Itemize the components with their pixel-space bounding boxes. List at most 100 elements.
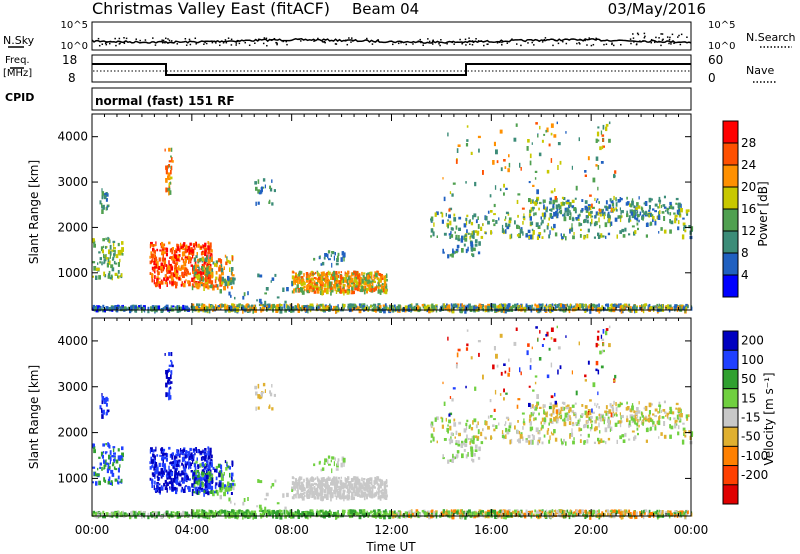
velocity-cell (192, 512, 195, 518)
velocity-cell (200, 487, 203, 490)
power-cell (380, 276, 384, 280)
power-cell (466, 139, 469, 142)
velocity-cell (179, 483, 182, 487)
noise-search-point (465, 44, 467, 46)
velocity-cell (154, 462, 158, 467)
velocity-cell (284, 514, 287, 519)
power-cell (525, 234, 529, 238)
power-cell (204, 257, 207, 261)
power-cell (456, 148, 459, 153)
velocity-cell (149, 449, 152, 454)
velocity-cell (218, 470, 221, 475)
power-cell (615, 197, 617, 202)
velocity-cell (343, 462, 345, 467)
velocity-cell (210, 458, 213, 461)
noise-search-point (632, 33, 634, 35)
power-cell (570, 212, 572, 217)
velocity-cell (293, 485, 296, 489)
velocity-cell (186, 461, 190, 466)
power-cell (150, 241, 153, 245)
velocity-cell (196, 457, 198, 461)
power-cell (442, 248, 444, 253)
power-cell (108, 238, 110, 243)
velocity-cell (161, 458, 164, 461)
power-cell (174, 256, 177, 259)
velocity-cell (260, 514, 263, 519)
power-cell (184, 267, 188, 270)
noise-search-point (611, 42, 613, 44)
power-cell (562, 214, 565, 217)
power-cell (410, 306, 413, 312)
power-cell (312, 288, 315, 292)
noise-search-point (578, 42, 580, 44)
power-cell (352, 290, 355, 295)
noise-search-point (516, 43, 518, 45)
power-cell (202, 244, 204, 248)
power-cell (661, 211, 665, 214)
power-cell (149, 260, 152, 265)
power-cell (315, 277, 317, 280)
noise-search-point (468, 37, 470, 39)
power-cell (205, 269, 209, 274)
velocity-cell (378, 484, 381, 488)
velocity-cell (374, 511, 376, 516)
power-cell (610, 221, 613, 226)
velocity-cell (190, 470, 193, 473)
power-cell (546, 169, 550, 174)
colorbar-swatch (723, 187, 738, 210)
power-cell (307, 309, 309, 314)
velocity-cell (103, 459, 105, 464)
power-cell (166, 271, 169, 275)
power-colorbar-label: Power [dB] (756, 181, 770, 246)
velocity-cell (224, 514, 227, 519)
power-cell (643, 202, 646, 205)
power-cell (184, 258, 187, 262)
power-cell (495, 220, 498, 224)
power-cell (592, 206, 595, 209)
power-cell (182, 258, 185, 264)
power-cell (156, 248, 159, 252)
velocity-cell (183, 488, 186, 493)
power-cell (639, 211, 642, 216)
power-cell (473, 213, 477, 218)
power-cell (106, 262, 109, 268)
power-cell (589, 308, 592, 314)
noise-search-point (167, 38, 169, 40)
velocity-cell (358, 509, 362, 512)
velocity-cell (327, 478, 330, 481)
velocity-cell (310, 509, 314, 514)
power-cell (673, 212, 676, 215)
power-cell (636, 202, 639, 207)
power-cell (316, 290, 320, 294)
noise-search-point (215, 42, 217, 44)
power-cell (109, 255, 111, 259)
velocity-cell (101, 396, 105, 401)
velocity-cell (188, 455, 192, 460)
velocity-cell (188, 478, 191, 481)
power-cell (368, 306, 370, 309)
power-cell (134, 306, 137, 309)
power-cell (638, 219, 640, 223)
power-cell (442, 303, 444, 308)
velocity-cell (322, 484, 325, 487)
power-cell (371, 280, 374, 283)
velocity-cell (159, 454, 161, 457)
power-cell (507, 168, 510, 173)
power-cell (348, 270, 350, 275)
power-cell (597, 165, 600, 170)
velocity-cell (207, 476, 211, 480)
velocity-cell (195, 512, 199, 516)
power-cell (291, 282, 293, 287)
power-cell (358, 303, 362, 306)
power-cell (652, 216, 655, 220)
velocity-cell (220, 486, 224, 491)
power-cell (198, 303, 201, 306)
power-cell (450, 234, 454, 238)
power-cell (171, 307, 173, 311)
velocity-cell (301, 484, 303, 489)
velocity-cell (302, 513, 304, 517)
noise-search-point (440, 39, 442, 41)
power-cell (256, 299, 258, 302)
power-cell (183, 283, 186, 288)
velocity-cell (307, 515, 309, 520)
